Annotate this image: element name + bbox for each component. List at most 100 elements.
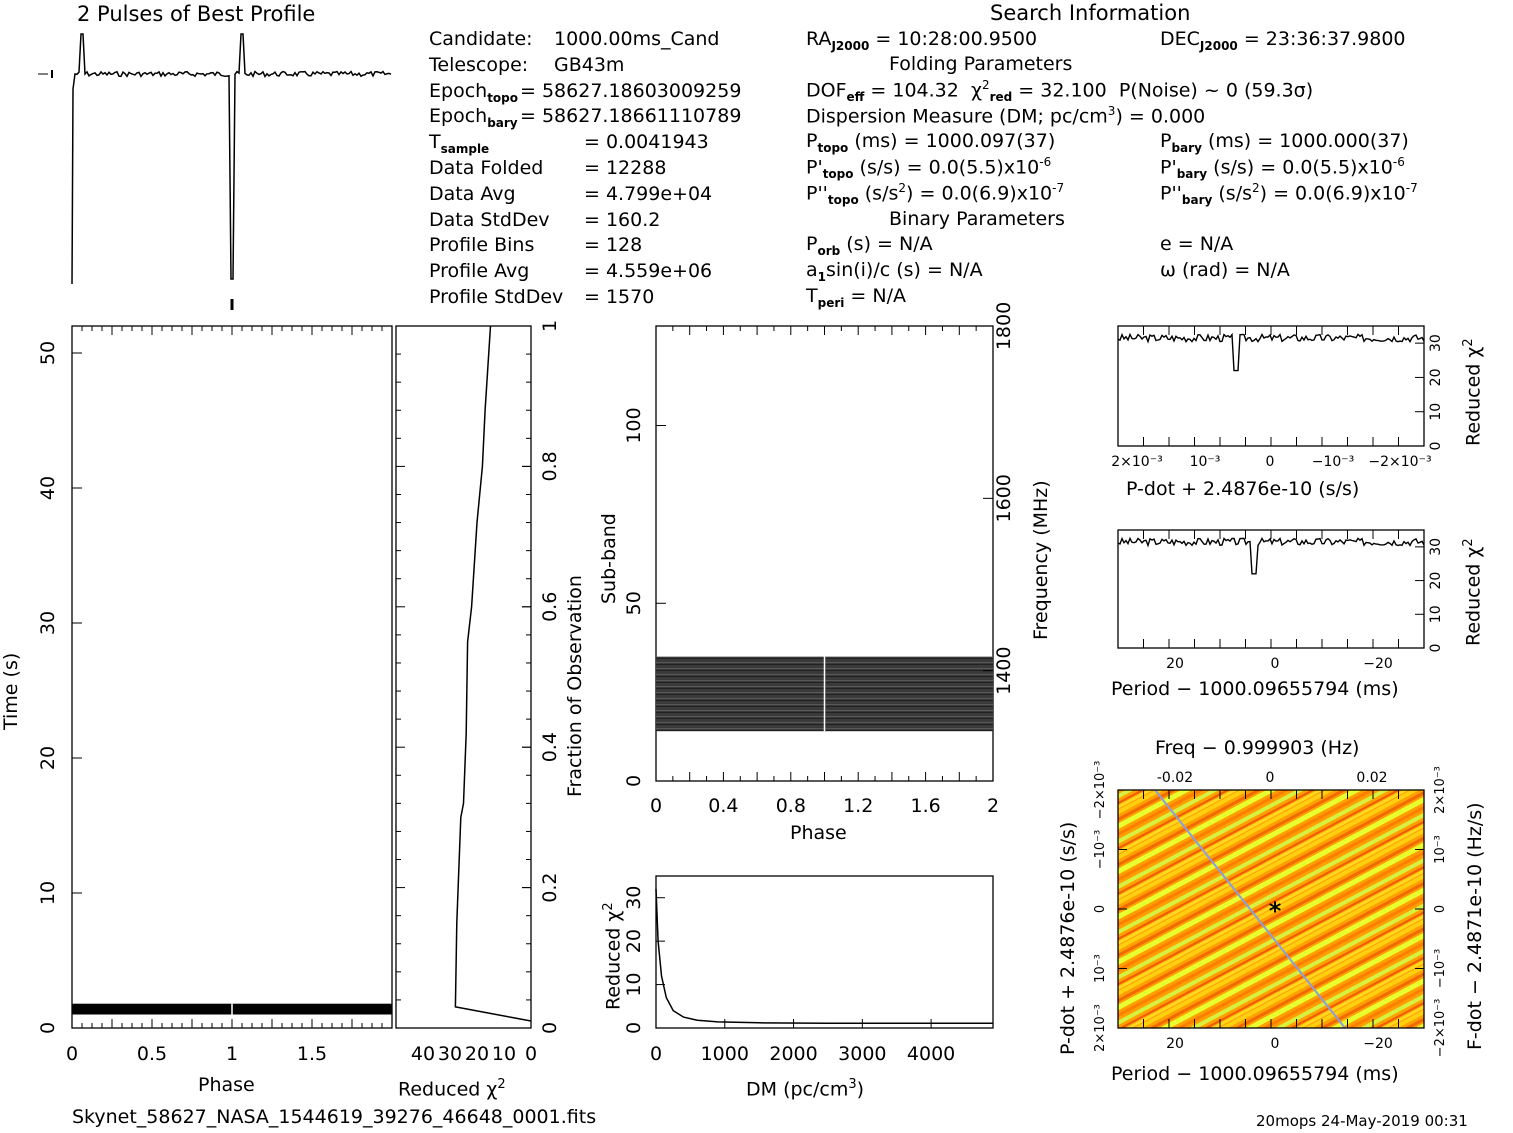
search-info-title: Search Information xyxy=(990,1,1191,25)
y-tick-label: 10 xyxy=(1428,403,1444,421)
pdot-chi-axis-label: Reduced χ2 xyxy=(1461,338,1485,446)
candidate-info-value: 1000.00ms_Cand xyxy=(554,28,720,50)
ptopo-line: Ptopo (ms) = 1000.097(37) xyxy=(806,130,1056,155)
heatmap-fill xyxy=(1118,790,1424,1028)
y-tick-label: 30 xyxy=(623,886,645,910)
y-tick-label: 50 xyxy=(623,591,645,615)
fraction-axis-label: Fraction of Observation xyxy=(564,575,586,797)
x-tick-label: 0.5 xyxy=(137,1043,167,1065)
filename: Skynet_58627_NASA_1544619_39276_46648_00… xyxy=(72,1106,597,1128)
y-tick-label: 0 xyxy=(1093,905,1108,913)
dm-chi-axis-label: Reduced χ2 xyxy=(601,902,625,1010)
candidate-info-label: Telescope: xyxy=(429,53,529,76)
plot-frame xyxy=(1117,529,1425,649)
dec-line: DECJ2000 = 23:36:37.9800 xyxy=(1160,28,1406,53)
phase-axis-label: Phase xyxy=(198,1074,255,1096)
porb-line: Porb (s) = N/A xyxy=(806,233,933,258)
period-axis-label: Period − 1000.09655794 (ms) xyxy=(1111,678,1399,700)
x-tick-label: 20 xyxy=(465,1043,489,1065)
x-tick-label: 0 xyxy=(1271,1036,1280,1052)
candidate-info-value: = 12288 xyxy=(584,157,667,179)
y-tick-label: 0 xyxy=(1428,442,1444,451)
y2-tick-label: 0 xyxy=(1433,905,1448,913)
x-tick-label: 0 xyxy=(1266,454,1275,470)
x-tick-label: 0 xyxy=(650,795,662,817)
plot-frame xyxy=(1117,325,1425,447)
candidate-info-label: Epochtopo xyxy=(429,79,519,105)
pddot-bary-line: P''bary (s/s2) = 0.0(6.9)x10-7 xyxy=(1160,181,1418,208)
y2-tick-label: 10⁻³ xyxy=(1433,835,1448,864)
x-tick-label: 1 xyxy=(226,1043,238,1065)
y-tick-label: 10 xyxy=(623,972,645,996)
y-tick-label: 0 xyxy=(37,1022,59,1034)
binary-params-title: Binary Parameters xyxy=(889,208,1065,230)
x-tick-label: 10 xyxy=(492,1043,516,1065)
x2-tick-label: 0 xyxy=(1266,770,1275,786)
x-tick-label: 4000 xyxy=(907,1043,955,1065)
period-pdot-plot: * 20 0 −20 -0.02 0 0.02 2×10⁻³ 10⁻³ 0 −10⁻³ −2×10⁻³… xyxy=(1093,761,1448,1058)
candidate-info-label: Data Folded xyxy=(429,157,544,179)
y2-tick-label: −2×10⁻³ xyxy=(1433,999,1448,1058)
y2-tick-label: 1600 xyxy=(993,474,1015,522)
y-tick-label: −10⁻³ xyxy=(1093,830,1108,870)
time-phase-plot: 0 0.5 1 1.5 0 10 20 30 40 50 xyxy=(37,325,393,1065)
y-tick-label: 0.8 xyxy=(539,451,561,481)
ra-line: RAJ2000 = 10:28:00.9500 xyxy=(806,28,1038,53)
candidate-info-label: Tsample xyxy=(429,131,490,156)
omega-line: ω (rad) = N/A xyxy=(1160,259,1290,281)
x-tick-label: 40 xyxy=(411,1043,435,1065)
x-tick-label: 1.6 xyxy=(910,795,940,817)
chi-frac-line xyxy=(454,325,532,1022)
reduced-chi-axis-label: Reduced χ2 xyxy=(398,1077,506,1101)
profile-line xyxy=(71,33,392,285)
candidate-info-value: = 160.2 xyxy=(584,208,661,231)
y-tick-label: 0 xyxy=(1428,644,1444,653)
candidate-info-value: = 58627.18603009259 xyxy=(520,79,742,102)
chi-curve xyxy=(1117,536,1425,575)
candidate-info-label: Profile Bins xyxy=(429,234,535,257)
dm-chi-plot: 0 1000 2000 3000 4000 0 10 20 30 xyxy=(623,875,994,1065)
x-tick-label: 0 xyxy=(66,1043,78,1065)
x2-tick-label: -0.02 xyxy=(1157,770,1193,786)
pdot-chi-plot: 0 10 20 30 2×10⁻³ 10⁻³ 0 −10⁻³ −2×10⁻³ xyxy=(1111,325,1444,470)
pdot-bary-line: P'bary (s/s) = 0.0(5.5)x10-6 xyxy=(1160,155,1405,182)
y-tick-label: 50 xyxy=(37,341,59,365)
y-tick-label: 10⁻³ xyxy=(1093,954,1108,983)
candidate-info-value: = 1570 xyxy=(584,286,655,308)
plot-frame xyxy=(395,325,532,1029)
fdot-axis-label: F-dot − 2.4871e-10 (Hz/s) xyxy=(1464,802,1486,1050)
x-tick-label: −10⁻³ xyxy=(1312,454,1355,470)
x-tick-label: 2×10⁻³ xyxy=(1111,454,1162,470)
candidate-info-label: Profile Avg xyxy=(429,260,530,283)
x2-tick-label: 0.02 xyxy=(1356,770,1387,786)
x-tick-label: −20 xyxy=(1363,656,1393,672)
y-tick-label: 0 xyxy=(623,775,645,787)
candidate-info-value: = 128 xyxy=(584,234,643,257)
x-tick-label: −20 xyxy=(1363,1036,1393,1052)
dof-line: DOFeff = 104.32 χ2red = 32.100 P(Noise) … xyxy=(806,78,1314,105)
y-tick-label: 1 xyxy=(539,320,561,332)
x-tick-label: 3000 xyxy=(838,1043,886,1065)
x-tick-label: 0 xyxy=(650,1043,662,1065)
y-tick-label: 20 xyxy=(1428,369,1444,387)
subband-phase-plot: 0 0.4 0.8 1.2 1.6 2 0 50 100 1400 1600 1800 xyxy=(623,302,1015,817)
a1-line: a1sin(i)/c (s) = N/A xyxy=(806,259,983,284)
pdot-axis-label: P-dot + 2.4876e-10 (s/s) xyxy=(1126,478,1360,500)
x-tick-label: 1.5 xyxy=(297,1043,327,1065)
y-tick-label: 0 xyxy=(539,1022,561,1034)
candidate-info-label: Epochbary xyxy=(429,105,518,131)
x-tick-label: 1000 xyxy=(701,1043,749,1065)
x-tick-label: 1.2 xyxy=(843,795,873,817)
y2-tick-label: 1400 xyxy=(993,647,1015,695)
timestamp: 20mops 24-May-2019 00:31 xyxy=(1256,1112,1468,1130)
y-tick-label: 10 xyxy=(37,881,59,905)
x-tick-label: 0 xyxy=(525,1043,537,1065)
x-tick-label: 0.8 xyxy=(776,795,806,817)
time-axis-label: Time (s) xyxy=(0,652,22,730)
subband-axis-label: Sub-band xyxy=(598,513,620,604)
frequency-axis-label: Frequency (MHz) xyxy=(1030,480,1052,640)
y-tick-label: 100 xyxy=(623,407,645,443)
period-chi-plot: 0 10 20 30 20 0 −20 xyxy=(1117,529,1444,672)
x-tick-label: −2×10⁻³ xyxy=(1368,454,1431,470)
